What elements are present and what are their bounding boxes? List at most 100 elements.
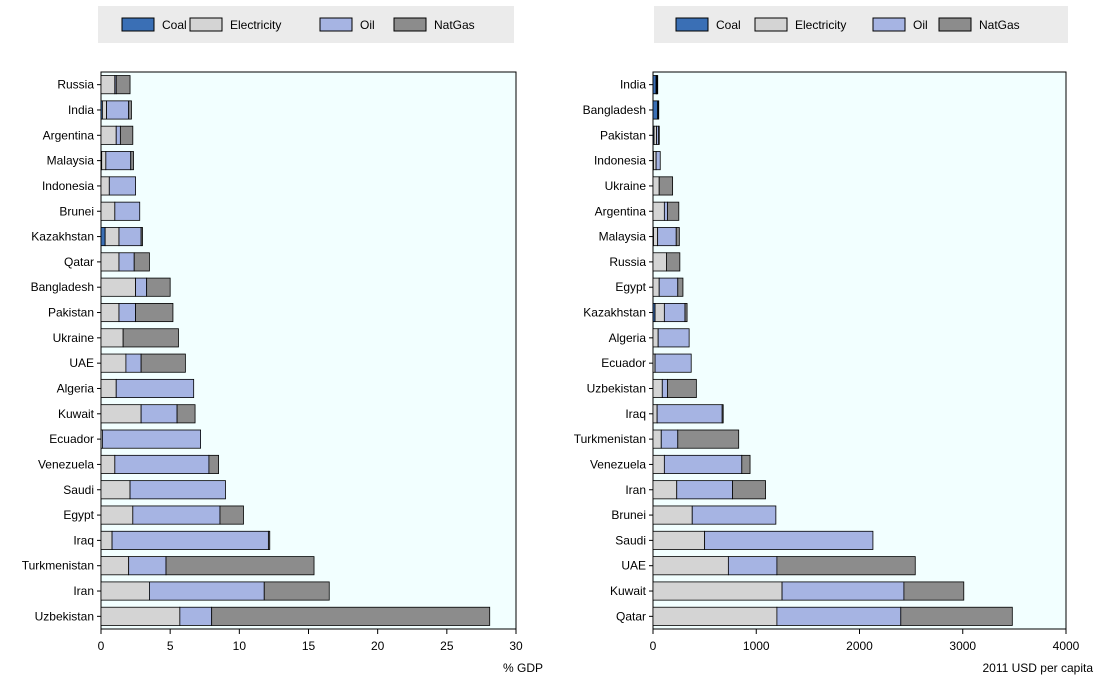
bar-qatar-oil — [776, 606, 902, 626]
bar-saudi-oil — [129, 480, 226, 500]
bar-india-natgas — [128, 100, 132, 120]
chart-panel-1: Coal Electricity Oil NatGas Russia India Argen… — [22, 6, 543, 675]
bar-bangladesh-electricity — [100, 277, 136, 297]
bar-saudi-oil — [704, 530, 874, 550]
y-tick-label: Ukraine — [53, 331, 95, 345]
bar-iraq-natgas — [721, 404, 724, 424]
bar-uae-natgas — [140, 353, 186, 373]
y-tick-label: Qatar — [64, 255, 94, 269]
bar-malaysia-oil — [657, 227, 677, 247]
y-tick-label: Ecuador — [601, 356, 646, 370]
legend-swatch-oil — [872, 17, 906, 32]
bar-iran-oil — [676, 480, 733, 500]
legend-label-oil: Oil — [913, 18, 928, 32]
bar-kazakhstan-electricity — [654, 303, 665, 323]
bar-egypt-natgas — [219, 505, 244, 525]
bar-saudi-electricity — [100, 480, 131, 500]
legend-swatch-oil — [319, 17, 353, 32]
y-tick-label: Uzbekistan — [35, 609, 94, 623]
bar-iran-natgas — [732, 480, 766, 500]
bar-egypt-electricity — [100, 505, 134, 525]
bar-ukraine-natgas — [658, 176, 674, 196]
bar-uae-oil — [125, 353, 142, 373]
bar-venezuela-natgas — [208, 454, 219, 474]
legend-swatch-natgas — [938, 17, 972, 32]
y-tick-label: Indonesia — [42, 179, 94, 193]
bars — [652, 75, 1013, 626]
y-tick-label: Iraq — [73, 533, 94, 547]
y-tick-label: Brunei — [611, 508, 646, 522]
bar-qatar-electricity — [652, 606, 778, 626]
bar-iraq-electricity — [100, 530, 113, 550]
bar-uzbekistan-electricity — [652, 378, 663, 398]
y-tick-label: Russia — [57, 78, 94, 92]
bar-iran-oil — [149, 581, 265, 601]
bar-venezuela-oil — [663, 454, 743, 474]
bar-kazakhstan-coal — [100, 227, 106, 247]
bar-uae-oil — [727, 556, 778, 576]
y-tick-label: Iran — [625, 483, 646, 497]
y-tick-label: Ukraine — [605, 179, 647, 193]
bar-ecuador-oil — [101, 429, 201, 449]
y-tick-label: Ecuador — [49, 432, 94, 446]
bar-india-natgas — [656, 75, 659, 95]
y-tick-label: Argentina — [43, 128, 95, 142]
legend-swatch-coal — [675, 17, 709, 32]
x-tick-label: 5 — [167, 639, 174, 653]
bar-kazakhstan-electricity — [104, 227, 120, 247]
legend-label-electricity: Electricity — [230, 18, 281, 32]
bar-bangladesh-oil — [135, 277, 148, 297]
bar-bangladesh-oil — [657, 100, 660, 120]
bar-iran-natgas — [263, 581, 330, 601]
bar-turkmenistan-natgas — [677, 429, 740, 449]
bar-argentina-oil — [115, 125, 121, 145]
bar-kuwait-oil — [140, 404, 178, 424]
x-tick-label: 15 — [302, 639, 316, 653]
bar-iraq-electricity — [652, 404, 658, 424]
bar-malaysia-electricity — [653, 227, 659, 247]
y-tick-label: Kazakhstan — [583, 306, 646, 320]
bar-turkmenistan-oil — [660, 429, 679, 449]
y-tick-label: Iran — [73, 584, 94, 598]
bar-brunei-oil — [114, 201, 141, 221]
bar-qatar-natgas — [133, 252, 150, 272]
x-tick-label: 25 — [440, 639, 454, 653]
bar-india-electricity — [101, 100, 107, 120]
bar-brunei-electricity — [652, 505, 693, 525]
bar-indonesia-oil — [655, 151, 661, 171]
legend-background — [654, 6, 1068, 43]
bar-malaysia-oil — [105, 151, 132, 171]
bar-iran-electricity — [652, 480, 678, 500]
bar-kazakhstan-natgas — [684, 303, 688, 323]
y-tick-label: Turkmenistan — [574, 432, 646, 446]
x-axis-label: 2011 USD per capita — [982, 661, 1093, 675]
y-tick-label: Kuwait — [58, 407, 95, 421]
x-tick-label: 1000 — [743, 639, 770, 653]
y-tick-label: Saudi — [63, 483, 94, 497]
legend-label-natgas: NatGas — [434, 18, 475, 32]
y-tick-label: UAE — [621, 559, 646, 573]
bar-kazakhstan-oil — [118, 227, 142, 247]
y-tick-label: Saudi — [615, 533, 646, 547]
bar-venezuela-electricity — [652, 454, 665, 474]
y-tick-label: Bangladesh — [583, 103, 646, 117]
legend-swatch-coal — [121, 17, 155, 32]
bar-ukraine-natgas — [122, 328, 179, 348]
x-tick-label: 4000 — [1053, 639, 1080, 653]
bar-uae-electricity — [100, 353, 127, 373]
bar-iraq-natgas — [267, 530, 271, 550]
bar-uzbekistan-natgas — [667, 378, 697, 398]
y-tick-label: Algeria — [609, 331, 647, 345]
bar-russia-electricity — [100, 75, 116, 95]
legend-swatch-natgas — [393, 17, 427, 32]
bar-venezuela-electricity — [100, 454, 116, 474]
y-tick-label: Qatar — [616, 609, 646, 623]
bar-turkmenistan-electricity — [100, 556, 130, 576]
bar-argentina-natgas — [119, 125, 134, 145]
bar-argentina-electricity — [652, 201, 665, 221]
bar-venezuela-natgas — [741, 454, 751, 474]
bar-venezuela-oil — [114, 454, 210, 474]
bar-kuwait-natgas — [176, 404, 196, 424]
